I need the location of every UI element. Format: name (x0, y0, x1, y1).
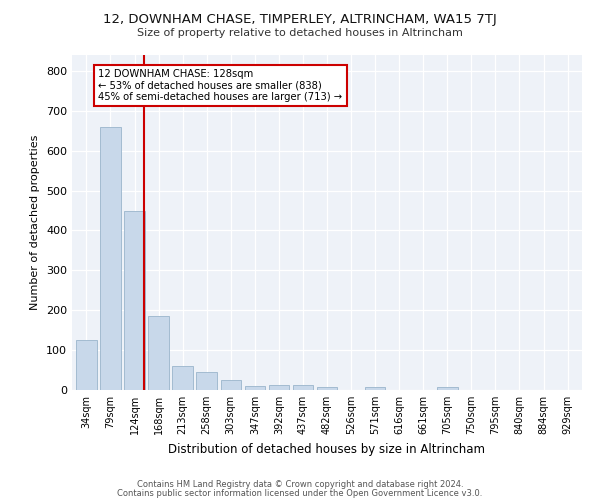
Bar (100, 127, 121, 390)
Text: Contains public sector information licensed under the Open Government Licence v3: Contains public sector information licen… (118, 488, 482, 498)
Bar (269, 385, 289, 390)
Text: 12, DOWNHAM CHASE, TIMPERLEY, ALTRINCHAM, WA15 7TJ: 12, DOWNHAM CHASE, TIMPERLEY, ALTRINCHAM… (103, 12, 497, 26)
Bar (124, 210, 145, 390)
Bar (365, 387, 385, 390)
X-axis label: Distribution of detached houses by size in Altrincham: Distribution of detached houses by size … (169, 442, 485, 456)
Bar (317, 387, 337, 390)
Bar (293, 385, 313, 390)
Bar (148, 316, 169, 390)
Text: Size of property relative to detached houses in Altrincham: Size of property relative to detached ho… (137, 28, 463, 38)
Bar (437, 387, 458, 390)
Bar (196, 372, 217, 390)
Y-axis label: Number of detached properties: Number of detached properties (31, 135, 40, 310)
Bar (245, 386, 265, 390)
Bar (172, 366, 193, 390)
Text: 12 DOWNHAM CHASE: 128sqm
← 53% of detached houses are smaller (838)
45% of semi-: 12 DOWNHAM CHASE: 128sqm ← 53% of detach… (98, 69, 343, 102)
Bar (221, 380, 241, 390)
Text: Contains HM Land Registry data © Crown copyright and database right 2024.: Contains HM Land Registry data © Crown c… (137, 480, 463, 489)
Bar (76, 340, 97, 390)
